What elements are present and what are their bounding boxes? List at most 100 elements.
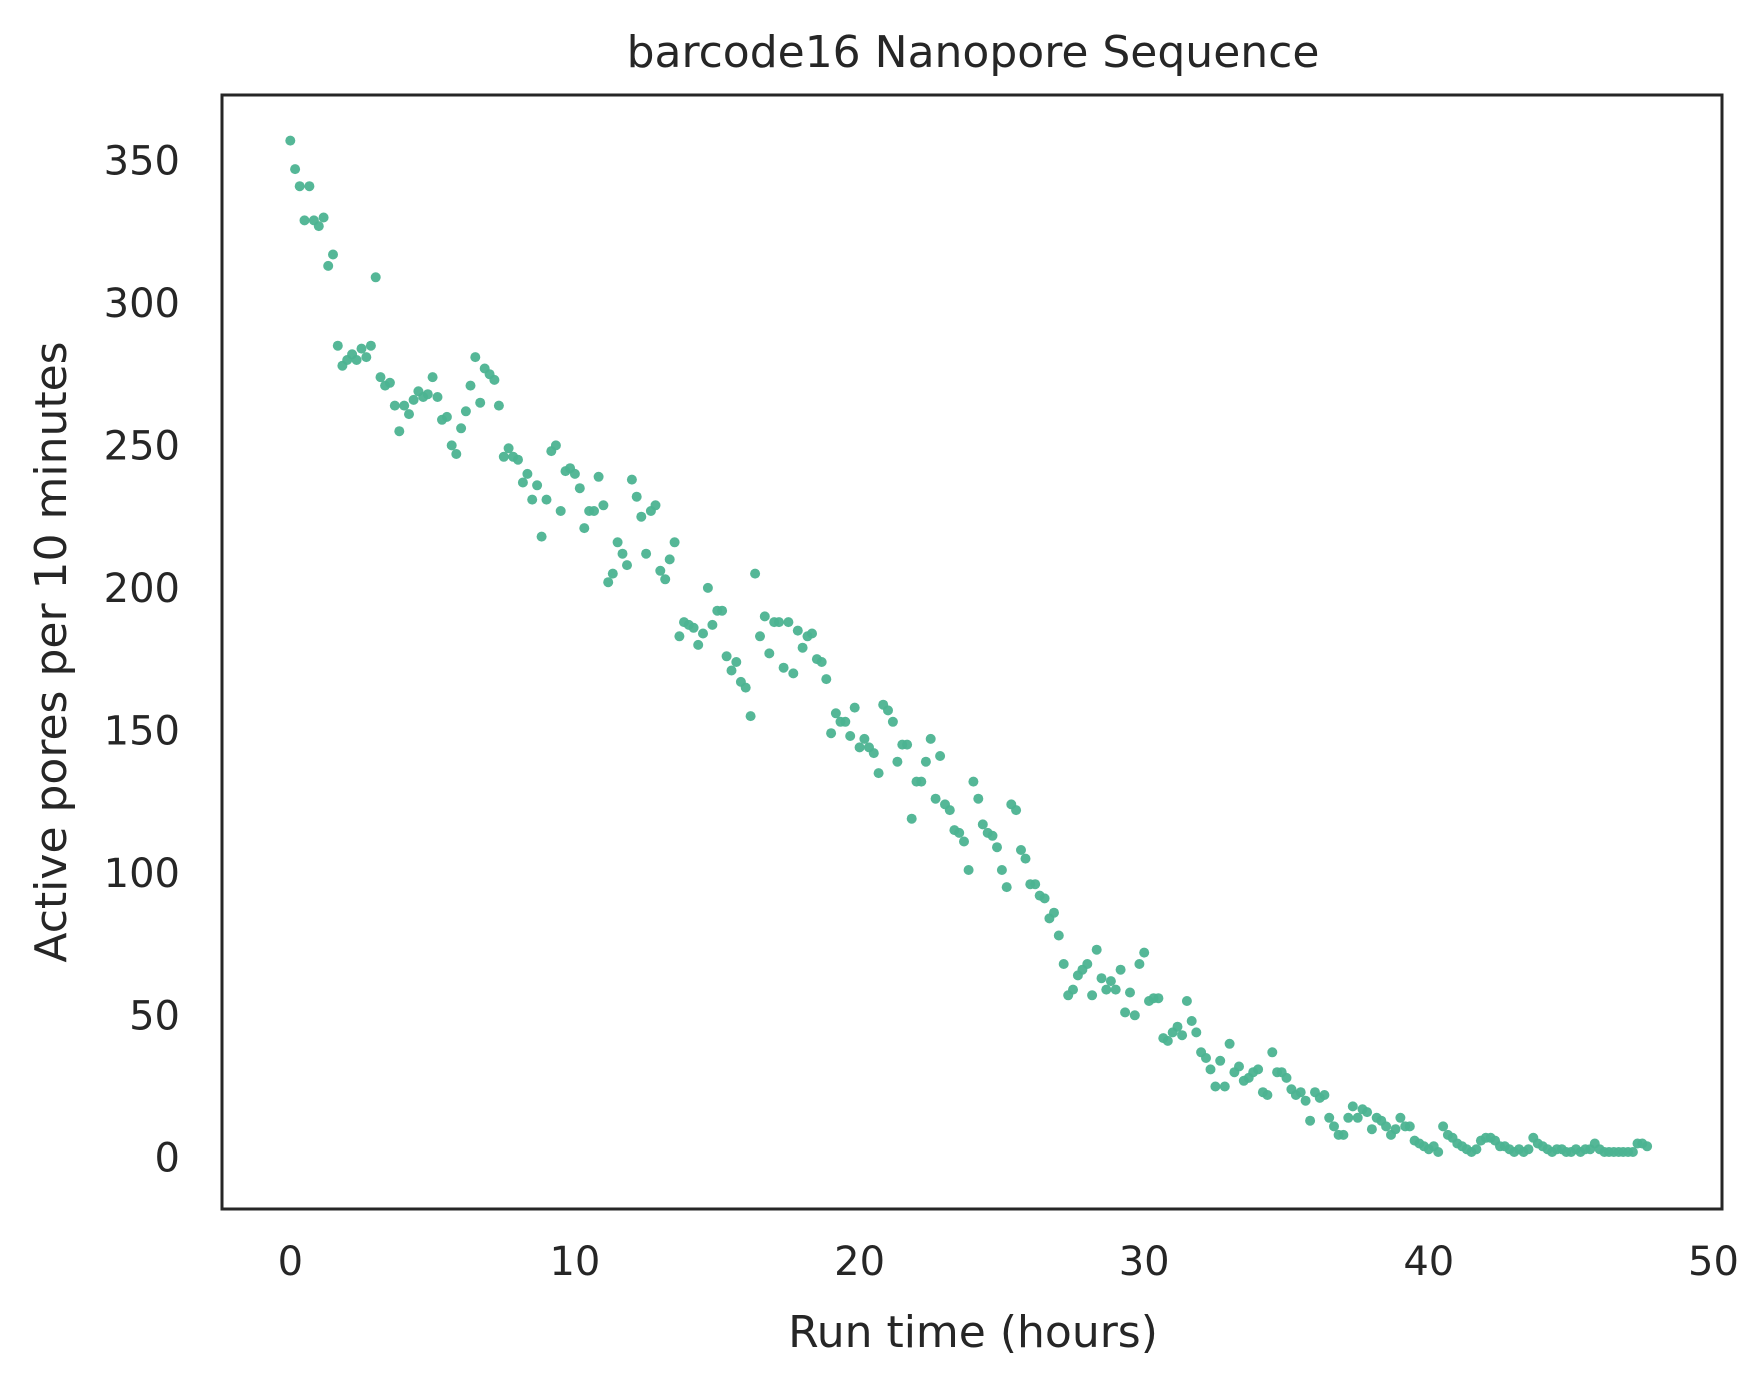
data-point [1087, 990, 1098, 1001]
data-point [493, 400, 504, 411]
data-point [399, 400, 410, 411]
data-point [759, 611, 770, 622]
data-point [821, 674, 832, 685]
data-point [783, 617, 794, 628]
data-point [906, 813, 917, 824]
x-axis-ticks: 0 10 20 30 40 50 [278, 1239, 1739, 1285]
data-point [892, 756, 903, 767]
data-point [408, 394, 419, 405]
data-point [1096, 973, 1107, 984]
data-point [1011, 805, 1022, 816]
data-point [1082, 959, 1093, 969]
data-point [930, 793, 941, 804]
data-point [792, 625, 803, 636]
plot-frame [220, 93, 1724, 1211]
data-point [550, 440, 561, 451]
data-point [1068, 984, 1078, 995]
data-point [456, 423, 467, 434]
data-point [1191, 1027, 1202, 1038]
data-point [441, 411, 452, 422]
data-point [351, 355, 362, 365]
data-point [764, 648, 775, 659]
data-point [1404, 1121, 1415, 1132]
data-point [707, 619, 718, 630]
data-point [1219, 1081, 1230, 1092]
data-point [1347, 1101, 1358, 1112]
data-point [1139, 947, 1150, 958]
data-point [328, 249, 338, 260]
data-point [522, 468, 533, 479]
data-point [1091, 944, 1102, 955]
data-point [887, 716, 898, 727]
data-point [1433, 1147, 1444, 1157]
data-point [323, 260, 334, 271]
data-point [1234, 1061, 1244, 1072]
data-point [460, 406, 471, 417]
data-point [807, 628, 817, 639]
data-point [664, 554, 675, 565]
data-point [451, 449, 462, 459]
data-point [569, 468, 580, 479]
data-point [859, 733, 870, 744]
data-point [1210, 1081, 1221, 1092]
data-point [294, 181, 305, 192]
data-point [422, 389, 433, 400]
data-point [532, 480, 543, 491]
data-point [299, 215, 310, 226]
data-point [1352, 1112, 1363, 1123]
x-tick-label: 40 [1403, 1239, 1454, 1285]
data-point [427, 372, 438, 383]
data-point [598, 500, 609, 511]
chart-title: barcode16 Nanopore Sequence [627, 27, 1320, 78]
data-point [1224, 1038, 1235, 1049]
data-point [963, 865, 974, 875]
data-point [920, 756, 931, 767]
data-point [849, 702, 860, 713]
data-point [489, 374, 500, 385]
data-point [726, 665, 737, 676]
data-point [1343, 1112, 1354, 1123]
data-point [318, 212, 329, 223]
data-point [1105, 976, 1116, 987]
data-point [774, 617, 784, 628]
data-point [1039, 893, 1050, 904]
data-point [612, 537, 623, 548]
data-point [446, 440, 457, 451]
data-point [1281, 1072, 1292, 1083]
y-axis-label: Active pores per 10 minutes [26, 341, 77, 962]
data-point [1642, 1141, 1653, 1152]
data-point [778, 662, 789, 673]
data-point [1362, 1107, 1373, 1118]
data-point [641, 548, 652, 559]
data-point [745, 711, 756, 722]
data-point [465, 380, 476, 391]
data-point [954, 827, 965, 838]
data-point [593, 471, 604, 482]
data-point [285, 135, 296, 146]
data-point [740, 682, 751, 693]
data-point [883, 705, 893, 716]
data-point [1295, 1087, 1306, 1098]
data-point [622, 560, 632, 571]
data-point [788, 668, 799, 679]
data-point [579, 523, 590, 534]
data-point [1134, 959, 1145, 969]
y-tick-label: 50 [129, 993, 180, 1039]
data-point [1030, 879, 1041, 890]
data-point [536, 531, 547, 542]
data-point [626, 474, 637, 485]
data-point [1129, 1010, 1140, 1021]
data-point [1627, 1147, 1638, 1157]
y-tick-label: 0 [155, 1136, 180, 1182]
data-point [1115, 964, 1126, 975]
data-point [470, 352, 481, 363]
data-point [1262, 1090, 1273, 1100]
data-point [660, 574, 671, 585]
data-point [332, 340, 343, 351]
data-point [1162, 1035, 1173, 1046]
y-axis-ticks: 0 50 100 150 200 250 300 350 [104, 139, 180, 1182]
data-point [404, 409, 414, 420]
data-point [1329, 1121, 1339, 1132]
data-point [1267, 1047, 1278, 1058]
data-point [631, 491, 642, 502]
